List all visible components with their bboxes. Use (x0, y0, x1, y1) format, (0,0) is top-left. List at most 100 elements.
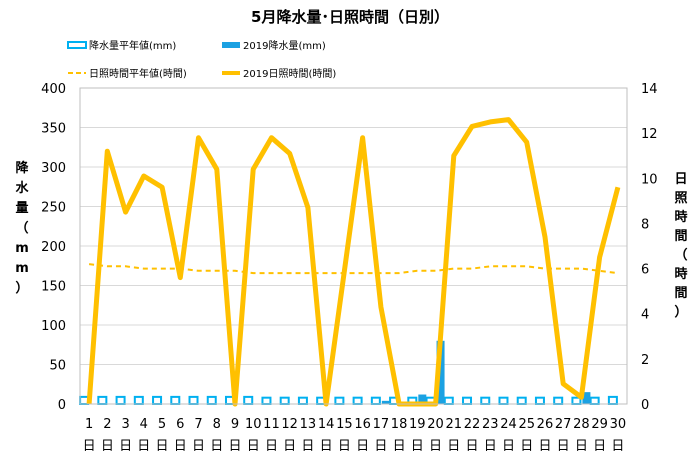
x-tick-label: 3 (121, 417, 129, 432)
x-tick-day-suffix: 日 (538, 439, 551, 454)
x-tick-day-suffix: 日 (283, 439, 296, 454)
x-tick-label: 27 (555, 417, 572, 432)
x-tick-label: 13 (300, 417, 317, 432)
left-tick-label: 150 (41, 280, 66, 295)
x-tick-day-suffix: 日 (466, 439, 479, 454)
x-tick-label: 9 (231, 417, 239, 432)
left-axis-label-char: 水 (15, 180, 29, 196)
x-tick-label: 12 (281, 417, 298, 432)
left-tick-label: 300 (41, 161, 66, 176)
x-tick-label: 10 (245, 417, 262, 432)
normal-rainfall-bar (97, 395, 108, 406)
right-axis-label-char: 時 (674, 266, 687, 282)
x-tick-day-suffix: 日 (611, 439, 624, 454)
rainfall-2019-bars (381, 340, 591, 404)
legend-label-sunshine-2019: 2019日照時間(時間) (243, 68, 336, 80)
left-axis-label-char: 降 (15, 160, 29, 176)
normal-sunshine-polyline (88, 263, 619, 275)
rainfall-2019-bar (381, 400, 390, 404)
normal-rainfall-bar (498, 396, 509, 405)
normal-rainfall-bar (261, 396, 272, 405)
x-tick-label: 11 (263, 417, 280, 432)
left-axis-ticks: 0 50 100 150 200 250 300 350 400 (41, 82, 66, 413)
x-tick-label: 22 (464, 417, 481, 432)
normal-rainfall-bar (462, 396, 473, 405)
x-tick-label: 17 (373, 417, 390, 432)
normal-rainfall-bar (480, 396, 491, 405)
normal-rainfall-bar (607, 395, 618, 406)
right-axis-ticks: 0 2 4 6 8 10 12 14 (641, 82, 658, 413)
right-tick-label: 10 (641, 172, 658, 187)
right-tick-label: 6 (641, 263, 649, 278)
x-tick-day-suffix: 日 (137, 439, 150, 454)
x-tick-label: 19 (409, 417, 426, 432)
x-tick-day-suffix: 日 (83, 439, 96, 454)
x-tick-day-suffix: 日 (447, 439, 460, 454)
right-tick-label: 8 (641, 217, 649, 232)
normal-rainfall-bar (589, 396, 600, 405)
normal-rainfall-bar (443, 396, 454, 405)
x-tick-label: 1 (85, 417, 93, 432)
x-tick-label: 16 (354, 417, 371, 432)
x-tick-label: 30 (610, 417, 627, 432)
normal-rainfall-bar (297, 396, 308, 405)
right-tick-label: 2 (641, 353, 649, 368)
x-tick-day-suffix: 日 (156, 439, 169, 454)
right-axis-label-char: 間 (674, 229, 687, 244)
x-tick-day-suffix: 日 (101, 439, 114, 454)
x-tick-day-suffix: 日 (429, 439, 442, 454)
right-axis-label-char: 照 (674, 191, 687, 206)
plot-area-border (79, 87, 628, 405)
x-tick-label: 4 (140, 417, 148, 432)
x-tick-label: 28 (573, 417, 590, 432)
x-tick-day-suffix: 日 (228, 439, 241, 454)
right-axis-label-char: 日 (674, 172, 687, 187)
x-tick-day-suffix: 日 (210, 439, 223, 454)
rainfall-2019-bar (436, 340, 445, 404)
normal-rainfall-bar (133, 395, 144, 406)
x-tick-label: 6 (176, 417, 184, 432)
x-tick-label: 18 (391, 417, 408, 432)
x-tick-label: 25 (518, 417, 535, 432)
left-tick-label: 400 (41, 82, 66, 97)
left-axis-label-char: m (15, 241, 29, 256)
normal-rainfall-bar (516, 396, 527, 405)
left-tick-label: 200 (41, 240, 66, 255)
normal-rainfall-bar (553, 396, 564, 405)
normal-rainfall-bar (370, 396, 381, 405)
x-tick-day-suffix: 日 (119, 439, 132, 454)
right-axis-label-char: （ (674, 247, 687, 263)
x-tick-day-suffix: 日 (575, 439, 588, 454)
left-axis-label-char: （ (15, 220, 28, 236)
left-axis-label-char: ） (15, 280, 28, 296)
legend-label-normal-rainfall: 降水量平年値(mm) (89, 39, 176, 52)
left-axis-label: 降水量 （ mm ） (15, 160, 29, 296)
right-tick-label: 0 (641, 398, 649, 413)
normal-rainfall-bar (152, 395, 163, 406)
legend-swatch-rainfall-2019 (222, 42, 240, 48)
x-tick-label: 20 (427, 417, 444, 432)
x-tick-label: 7 (194, 417, 202, 432)
x-tick-day-suffix: 日 (557, 439, 570, 454)
x-tick-day-suffix: 日 (192, 439, 205, 454)
x-tick-day-suffix: 日 (520, 439, 533, 454)
legend: 降水量平年値(mm) 2019降水量(mm) 日照時間平年値(時間) 2019日… (67, 39, 336, 80)
legend-label-rainfall-2019: 2019降水量(mm) (243, 39, 326, 52)
x-tick-day-suffix: 日 (247, 439, 260, 454)
x-tick-day-suffix: 日 (374, 439, 387, 454)
x-tick-day-suffix: 日 (265, 439, 278, 454)
x-tick-day-suffix: 日 (301, 439, 314, 454)
right-axis-label: 日照時間（時間） (674, 172, 687, 320)
x-tick-day-suffix: 日 (338, 439, 351, 454)
normal-rainfall-bar (188, 395, 199, 406)
x-tick-day-suffix: 日 (484, 439, 497, 454)
right-axis-label-char: ） (674, 304, 687, 320)
chart-title: 5月降水量･日照時間（日別） (251, 8, 449, 26)
rainfall-2019-bar (418, 394, 427, 404)
legend-swatch-normal-rainfall (67, 41, 87, 49)
x-tick-label: 2 (103, 417, 111, 432)
left-axis-label-char: 量 (15, 201, 28, 216)
rainfall-2019-bar (582, 392, 591, 404)
normal-rainfall-bar (243, 395, 254, 406)
